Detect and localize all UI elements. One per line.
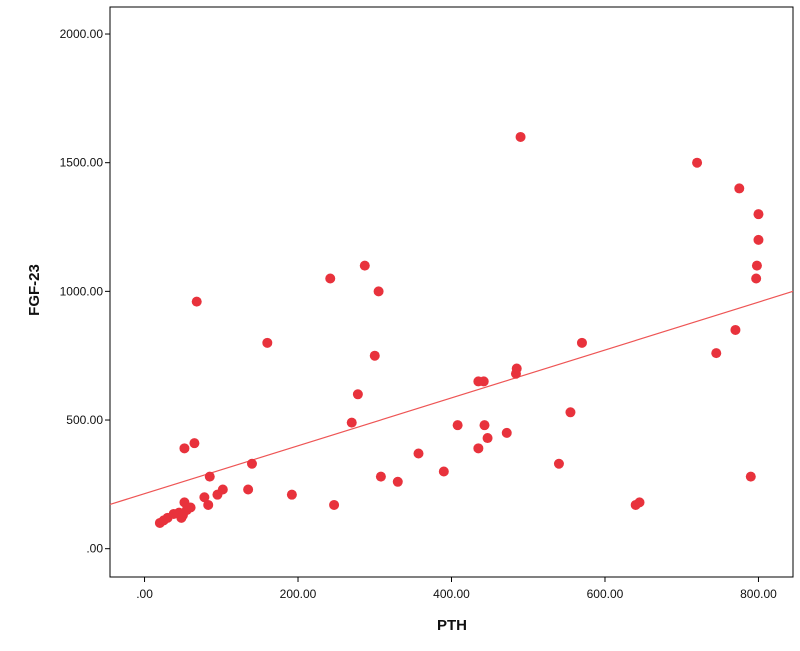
data-point (634, 497, 645, 508)
data-point (482, 433, 493, 444)
x-tick-label: .00 (136, 587, 153, 601)
data-point (565, 407, 576, 418)
y-tick-label: 500.00 (66, 413, 103, 427)
data-point (286, 489, 297, 500)
data-point (452, 420, 463, 431)
y-axis-title: FGF-23 (26, 264, 43, 316)
x-axis: .00 200.00 400.00 600.00 800.00 (136, 577, 777, 601)
data-point (375, 471, 386, 482)
fit-line-layer (109, 290, 794, 506)
data-point (576, 337, 587, 348)
x-axis-title: PTH (437, 617, 467, 634)
y-tick-label: .00 (86, 542, 103, 556)
y-tick-label: 2000.00 (60, 27, 104, 41)
data-point (262, 337, 273, 348)
data-point (753, 234, 764, 245)
data-point (189, 438, 200, 449)
data-point (438, 466, 449, 477)
data-point (501, 427, 512, 438)
data-point (392, 476, 403, 487)
x-tick-label: 800.00 (740, 587, 777, 601)
data-point (734, 183, 745, 194)
data-point (204, 471, 215, 482)
data-point (346, 417, 357, 428)
data-point (359, 260, 370, 271)
data-point (692, 157, 703, 168)
data-point (325, 273, 336, 284)
data-point (730, 324, 741, 335)
data-point (473, 443, 484, 454)
y-tick-label: 1500.00 (60, 156, 104, 170)
plot-border (109, 6, 794, 578)
data-point (185, 502, 196, 513)
plot-frame (109, 6, 794, 578)
y-tick-label: 1000.00 (60, 284, 104, 298)
data-point (246, 458, 257, 469)
points-layer (154, 131, 764, 528)
data-point (751, 260, 762, 271)
data-point (478, 376, 489, 387)
data-point (753, 209, 764, 220)
data-point (515, 131, 526, 142)
x-tick-label: 400.00 (433, 587, 470, 601)
data-point (413, 448, 424, 459)
data-point (510, 368, 521, 379)
data-point (199, 492, 210, 503)
x-tick-label: 200.00 (280, 587, 317, 601)
fit-line (109, 290, 794, 506)
data-point (179, 443, 190, 454)
data-point (191, 296, 202, 307)
data-point (243, 484, 254, 495)
data-point (203, 499, 214, 510)
data-point (369, 350, 380, 361)
x-tick-label: 600.00 (587, 587, 624, 601)
y-axis: .00 500.00 1000.00 1500.00 2000.00 (60, 27, 110, 556)
data-point (479, 420, 490, 431)
data-point (329, 499, 340, 510)
data-point (711, 348, 722, 359)
data-point (373, 286, 384, 297)
data-point (176, 512, 187, 523)
data-point (217, 484, 228, 495)
data-point (553, 458, 564, 469)
data-point (352, 389, 363, 400)
data-point (751, 273, 762, 284)
data-point (745, 471, 756, 482)
